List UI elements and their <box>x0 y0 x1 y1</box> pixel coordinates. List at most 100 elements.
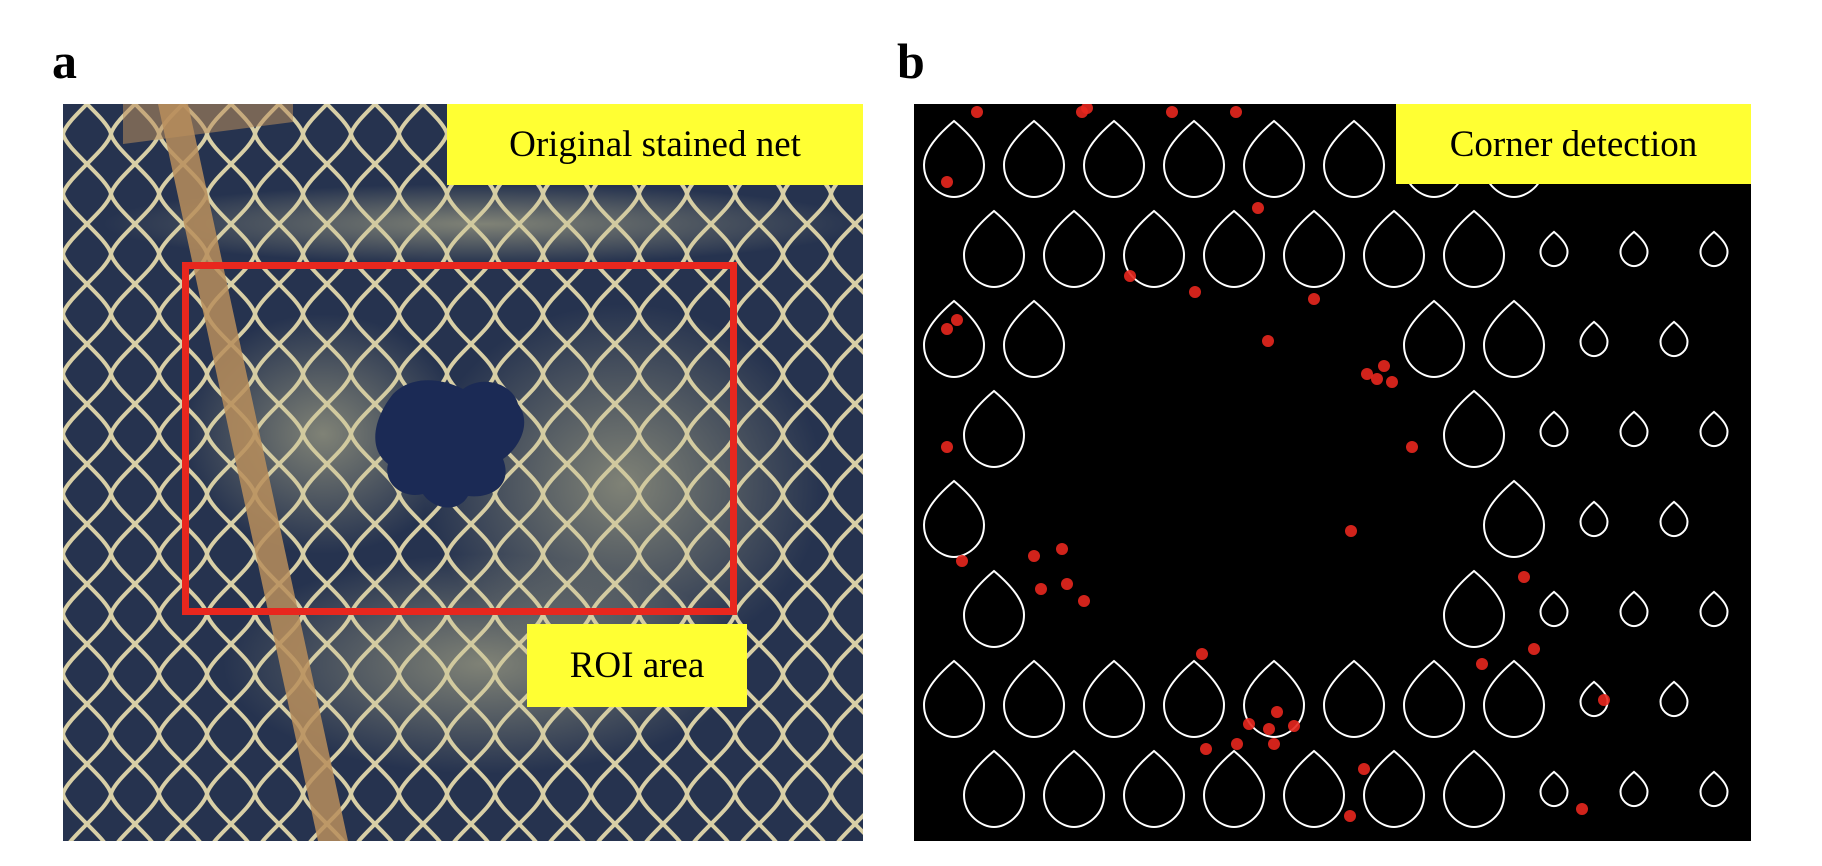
corner-point <box>1230 106 1242 118</box>
stained-net-graphic <box>63 104 863 841</box>
mesh-contour <box>1659 500 1689 538</box>
mesh-contour <box>1539 770 1569 808</box>
mesh-contour <box>1202 209 1266 289</box>
mesh-contour <box>1699 770 1729 808</box>
corner-point <box>1231 738 1243 750</box>
roi-box <box>182 262 737 615</box>
corner-point <box>1124 270 1136 282</box>
mesh-contour <box>1619 590 1649 628</box>
mesh-contour <box>1442 209 1506 289</box>
mesh-contour <box>1122 749 1186 829</box>
mesh-contour <box>1002 659 1066 739</box>
corner-point <box>1518 571 1530 583</box>
corner-point <box>1189 286 1201 298</box>
corner-point <box>1078 595 1090 607</box>
corner-point <box>1081 104 1093 114</box>
corner-point <box>971 106 983 118</box>
mesh-contour <box>1362 209 1426 289</box>
corner-point <box>1268 738 1280 750</box>
mesh-contour <box>1322 659 1386 739</box>
corner-point <box>1061 578 1073 590</box>
corner-point <box>1358 763 1370 775</box>
mesh-contour <box>1442 389 1506 469</box>
corner-point <box>1378 360 1390 372</box>
roi-area-label: ROI area <box>527 624 747 707</box>
panel-a-letter: a <box>52 33 77 89</box>
mesh-contour <box>1002 299 1066 379</box>
corner-point <box>1344 810 1356 822</box>
corner-point <box>1528 643 1540 655</box>
mesh-contour <box>1619 770 1649 808</box>
mesh-contour <box>1042 209 1106 289</box>
mesh-contour <box>1322 119 1386 199</box>
corner-point <box>941 323 953 335</box>
mesh-contour <box>1242 119 1306 199</box>
mesh-contour <box>1579 500 1609 538</box>
corner-point <box>941 441 953 453</box>
corner-point <box>1361 368 1373 380</box>
corner-point <box>1166 106 1178 118</box>
mesh-contour <box>1699 410 1729 448</box>
corner-point <box>1371 373 1383 385</box>
corner-point <box>1056 543 1068 555</box>
corner-point <box>1598 694 1610 706</box>
mesh-contour <box>962 569 1026 649</box>
mesh-contour <box>962 389 1026 469</box>
mesh-contour <box>922 119 986 199</box>
corner-point <box>1200 743 1212 755</box>
mesh-contour <box>1162 119 1226 199</box>
mesh-contour <box>1402 299 1466 379</box>
original-stained-net-label: Original stained net <box>447 104 863 185</box>
corner-point <box>1028 550 1040 562</box>
corner-point <box>951 314 963 326</box>
corner-point <box>1576 803 1588 815</box>
mesh-contour <box>962 209 1026 289</box>
corner-point <box>1035 583 1047 595</box>
mesh-contour <box>922 479 986 559</box>
mesh-contour <box>1242 659 1306 739</box>
mesh-contour <box>1082 119 1146 199</box>
corner-point <box>1308 293 1320 305</box>
mesh-contour <box>1699 590 1729 628</box>
corner-point <box>1288 720 1300 732</box>
mesh-contour <box>1002 119 1066 199</box>
corner-point <box>1406 441 1418 453</box>
mesh-contour <box>1122 209 1186 289</box>
mesh-contour <box>1539 230 1569 268</box>
corner-point <box>941 176 953 188</box>
corner-point <box>1386 376 1398 388</box>
panel-b-letter: b <box>897 33 925 89</box>
mesh-contour <box>1539 590 1569 628</box>
corner-point <box>1252 202 1264 214</box>
corner-point <box>1196 648 1208 660</box>
corner-point <box>1345 525 1357 537</box>
mesh-contour <box>1282 749 1346 829</box>
mesh-contour <box>1162 659 1226 739</box>
mesh-contour <box>1482 479 1546 559</box>
mesh-contour <box>962 749 1026 829</box>
mesh-contour <box>1362 749 1426 829</box>
mesh-contour <box>1659 680 1689 718</box>
mesh-contour <box>1082 659 1146 739</box>
corner-point <box>1476 658 1488 670</box>
mesh-contour <box>922 299 986 379</box>
corner-point <box>1271 706 1283 718</box>
corner-point <box>1262 335 1274 347</box>
mesh-contour <box>1579 320 1609 358</box>
mesh-contour <box>1539 410 1569 448</box>
mesh-contour <box>1442 749 1506 829</box>
corner-detection-graphic <box>914 104 1751 841</box>
mesh-contour <box>1282 209 1346 289</box>
corner-detection-image <box>914 104 1751 841</box>
mesh-contour <box>1482 659 1546 739</box>
stained-net-photo <box>63 104 863 841</box>
corner-point <box>1263 723 1275 735</box>
corner-point <box>1243 718 1255 730</box>
mesh-contour <box>1699 230 1729 268</box>
mesh-contour <box>1659 320 1689 358</box>
mesh-contour <box>1202 749 1266 829</box>
mesh-contour <box>1402 659 1466 739</box>
corner-detection-label: Corner detection <box>1396 104 1751 184</box>
mesh-contour <box>1619 410 1649 448</box>
